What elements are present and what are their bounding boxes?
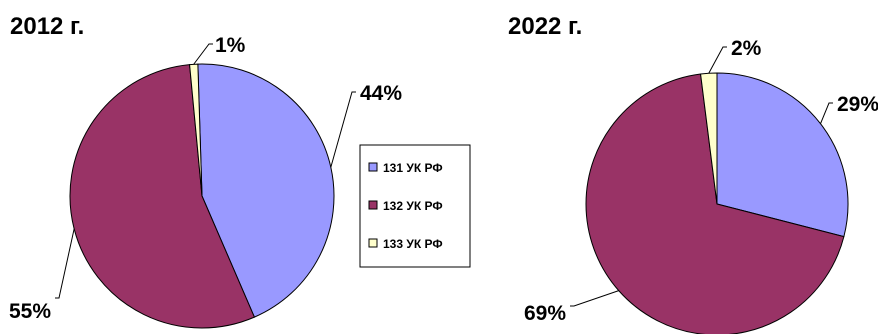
legend-label: 131 УК РФ	[383, 161, 443, 175]
legend-box	[359, 144, 471, 268]
legend-swatch	[368, 162, 378, 172]
data-label: 69%	[524, 302, 566, 325]
pie-slice	[700, 72, 718, 205]
data-label: 2%	[731, 37, 762, 60]
leader-line	[708, 46, 727, 74]
leader-line	[55, 228, 75, 299]
data-label: 44%	[360, 82, 402, 105]
leader-line	[820, 102, 833, 124]
leader-line	[330, 91, 356, 168]
legend-label: 132 УК РФ	[383, 199, 443, 213]
legend: 131 УК РФ 132 УК РФ 133 УК РФ	[359, 144, 471, 268]
leader-line	[570, 290, 619, 307]
leader-line	[193, 43, 213, 65]
chart-title-2012: 2012 г.	[10, 13, 84, 40]
data-label: 1%	[215, 34, 246, 57]
pie-slice	[197, 63, 335, 318]
pie-chart-2022: 2022 г. 29% 69% 2%	[508, 13, 878, 334]
data-label: 55%	[9, 300, 51, 323]
chart-title-2022: 2022 г.	[508, 13, 582, 40]
pie-slice	[69, 64, 256, 329]
legend-swatch	[368, 238, 378, 248]
pie-chart-2012: 2012 г. 44% 55% 1%	[9, 13, 402, 329]
data-label: 29%	[837, 93, 878, 116]
pie-slice	[716, 72, 849, 238]
legend-swatch	[368, 200, 378, 210]
legend-label: 133 УК РФ	[383, 237, 443, 251]
